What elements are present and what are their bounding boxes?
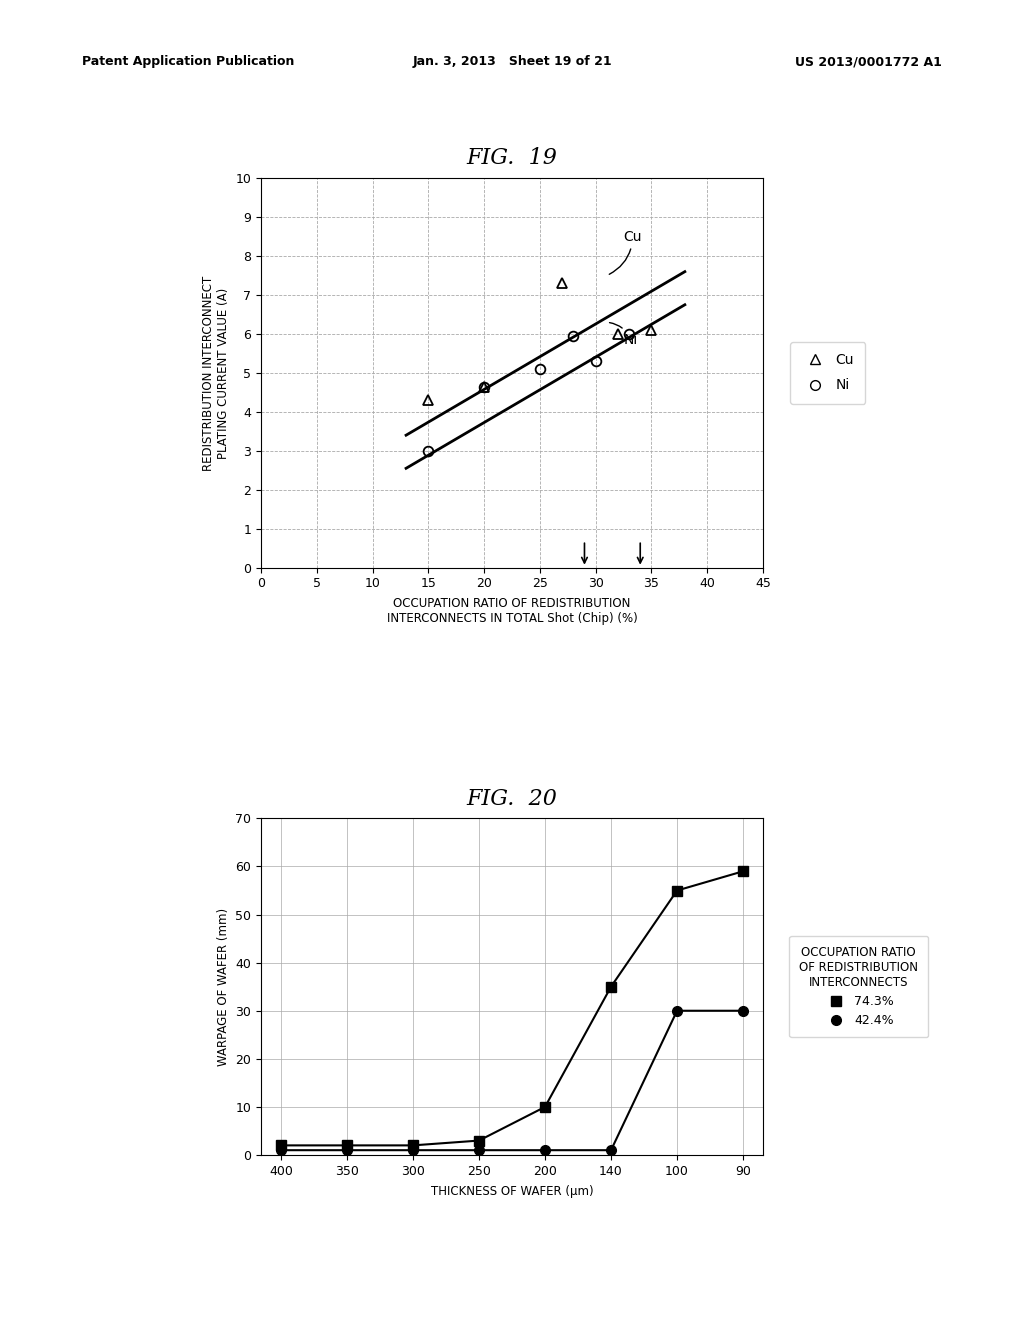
74.3% [671,883,683,899]
Legend: Cu, Ni: Cu, Ni [790,342,865,404]
42.4% [341,1142,353,1158]
42.4% [605,1142,617,1158]
Text: US 2013/0001772 A1: US 2013/0001772 A1 [796,55,942,69]
74.3% [539,1100,551,1115]
Line: 42.4%: 42.4% [276,1006,748,1155]
Text: Patent Application Publication: Patent Application Publication [82,55,294,69]
74.3% [341,1138,353,1154]
42.4% [274,1142,287,1158]
X-axis label: THICKNESS OF WAFER (μm): THICKNESS OF WAFER (μm) [431,1184,593,1197]
74.3% [737,863,750,879]
74.3% [605,979,617,995]
Legend: 74.3%, 42.4%: 74.3%, 42.4% [790,936,928,1038]
Text: Jan. 3, 2013   Sheet 19 of 21: Jan. 3, 2013 Sheet 19 of 21 [413,55,611,69]
74.3% [407,1138,419,1154]
Line: 74.3%: 74.3% [276,866,748,1150]
Title: FIG.  19: FIG. 19 [467,148,557,169]
Text: Cu: Cu [609,230,642,275]
Title: FIG.  20: FIG. 20 [467,788,557,809]
Text: Ni: Ni [609,322,638,347]
42.4% [737,1003,750,1019]
Y-axis label: WARPAGE OF WAFER (mm): WARPAGE OF WAFER (mm) [217,908,229,1065]
74.3% [473,1133,485,1148]
42.4% [539,1142,551,1158]
42.4% [473,1142,485,1158]
Y-axis label: REDISTRIBUTION INTERCONNECT
PLATING CURRENT VALUE (A): REDISTRIBUTION INTERCONNECT PLATING CURR… [202,276,230,470]
74.3% [274,1138,287,1154]
42.4% [671,1003,683,1019]
X-axis label: OCCUPATION RATIO OF REDISTRIBUTION
INTERCONNECTS IN TOTAL Shot (Chip) (%): OCCUPATION RATIO OF REDISTRIBUTION INTER… [387,597,637,626]
42.4% [407,1142,419,1158]
